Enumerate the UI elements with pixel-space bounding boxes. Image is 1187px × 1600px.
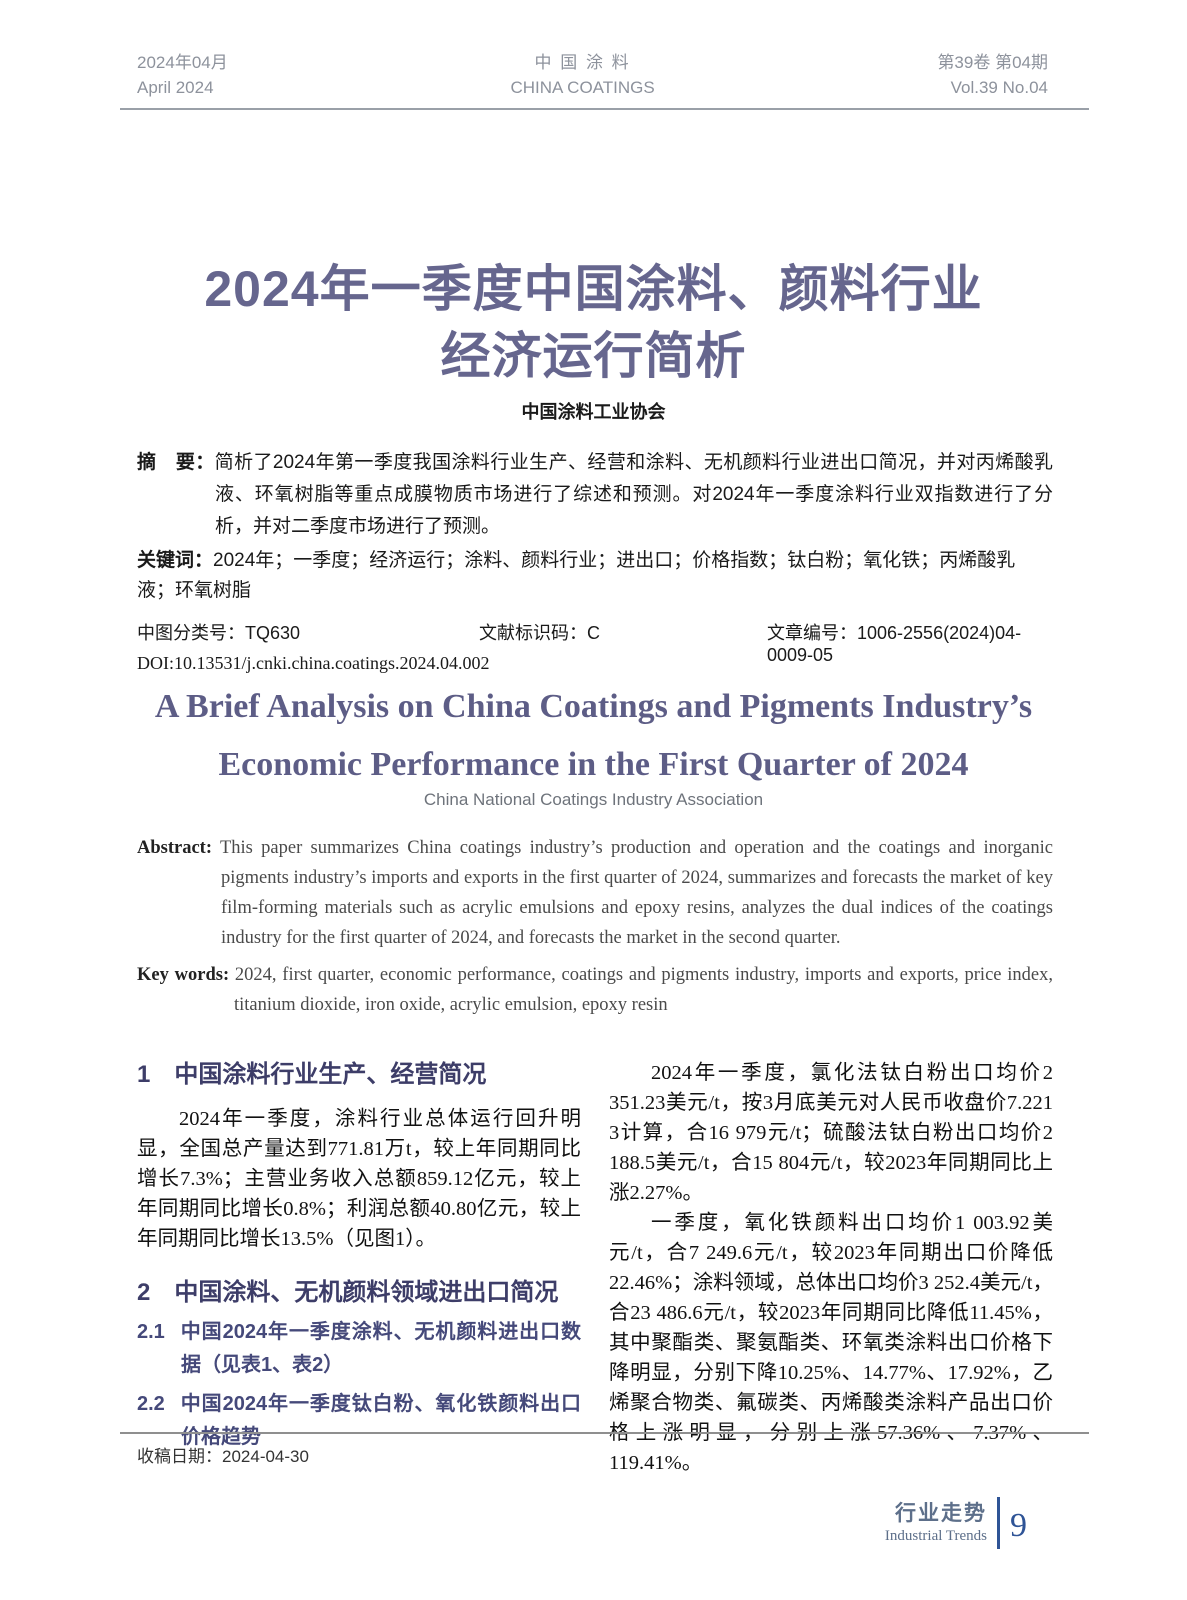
article-title-en-line2: Economic Performance in the First Quarte… (218, 746, 969, 783)
page-number: 9 (1010, 1507, 1027, 1544)
subsection-2-1-heading: 2.1 中国2024年一季度涂料、无机颜料进出口数据（见表1、表2） (137, 1316, 581, 1382)
meta-en: Abstract: This paper summarizes China co… (137, 833, 1053, 1020)
header-journal-name: 中 国 涂 料 CHINA COATINGS (510, 50, 654, 100)
right-column: 2024年一季度，氯化法钛白粉出口均价2 351.23美元/t，按3月底美元对人… (609, 1058, 1053, 1478)
received-date: 收稿日期：2024-04-30 (137, 1447, 309, 1466)
abstract-en-label: Abstract: (137, 838, 213, 858)
article-title-en-line1: A Brief Analysis on China Coatings and P… (154, 688, 1033, 725)
abstract-en-text: This paper summarizes China coatings ind… (219, 838, 1053, 948)
footer-column-en: Industrial Trends (884, 1528, 987, 1544)
header-date: 2024年04月 April 2024 (137, 50, 228, 100)
keywords-en-label: Key words: (137, 965, 230, 985)
author-en: China National Coatings Industry Associa… (423, 790, 764, 809)
keywords-cn: 关键词：2024年；一季度；经济运行；涂料、颜料行业；进出口；价格指数；钛白粉；… (137, 546, 1053, 606)
footer-divider-bar (997, 1497, 1000, 1549)
header-issue-cn: 第39卷 第04期 (937, 53, 1048, 72)
section-2-title: 中国涂料、无机颜料领域进出口简况 (174, 1279, 559, 1306)
section-1-title: 中国涂料行业生产、经营简况 (174, 1061, 487, 1088)
author-cn: 中国涂料工业协会 (521, 402, 666, 422)
keywords-en: Key words: 2024, first quarter, economic… (137, 960, 1053, 1020)
footer-column-cn: 行业走势 (895, 1502, 987, 1525)
document-code: 文献标识码：C (479, 623, 600, 643)
page-footer: 行业走势 Industrial Trends 9 (885, 1497, 1027, 1549)
abstract-cn-text: 简析了2024年第一季度我国涂料行业生产、经营和涂料、无机颜料行业进出口简况，并… (214, 452, 1053, 537)
section-1-paragraph: 2024年一季度，涂料行业总体运行回升明显，全国总产量达到771.81万t，较上… (137, 1108, 581, 1250)
subsection-2-1-title: 中国2024年一季度涂料、无机颜料进出口数据（见表1、表2） (179, 1321, 581, 1376)
subsection-2-2-number: 2.2 (137, 1393, 165, 1415)
article-title-en: A Brief Analysis on China Coatings and P… (0, 678, 1187, 794)
footnote-divider (120, 1432, 1089, 1434)
keywords-cn-label: 关键词： (137, 550, 214, 571)
article-title-cn: 2024年一季度中国涂料、颜料行业 经济运行简析 (0, 256, 1187, 390)
header-date-en: April 2024 (137, 78, 214, 97)
article-title-cn-line2: 经济运行简析 (440, 328, 747, 384)
section-1-number: 1 (137, 1061, 151, 1088)
header-issue-en: Vol.39 No.04 (950, 78, 1048, 97)
subsection-2-1-number: 2.1 (137, 1321, 165, 1343)
left-column: 1 中国涂料行业生产、经营简况 2024年一季度，涂料行业总体运行回升明显，全国总… (137, 1058, 581, 1478)
body-columns: 1 中国涂料行业生产、经营简况 2024年一季度，涂料行业总体运行回升明显，全国总… (137, 1058, 1053, 1478)
running-header: 2024年04月 April 2024 中 国 涂 料 CHINA COATIN… (137, 50, 1048, 100)
doi: DOI:10.13531/j.cnki.china.coatings.2024.… (137, 653, 490, 673)
abstract-en: Abstract: This paper summarizes China co… (137, 833, 1053, 953)
classification-row: 中图分类号：TQ630 文献标识码：C 文章编号：1006-2556(2024)… (137, 619, 1053, 665)
header-divider (120, 108, 1089, 110)
keywords-cn-text: 2024年；一季度；经济运行；涂料、颜料行业；进出口；价格指数；钛白粉；氧化铁；… (137, 550, 1016, 601)
abstract-cn: 摘 要：简析了2024年第一季度我国涂料行业生产、经营和涂料、无机颜料行业进出口… (137, 447, 1053, 543)
article-id: 文章编号：1006-2556(2024)04-0009-05 (767, 623, 1022, 665)
section-1-heading: 1 中国涂料行业生产、经营简况 (137, 1058, 581, 1092)
header-date-cn: 2024年04月 (137, 53, 228, 72)
clc-number: 中图分类号：TQ630 (137, 623, 301, 643)
subsection-2-2-title: 中国2024年一季度钛白粉、氧化铁颜料出口价格趋势 (179, 1393, 581, 1448)
right-paragraph-2: 一季度，氧化铁颜料出口均价1 003.92美元/t，合7 249.6元/t，较2… (609, 1212, 1053, 1474)
header-journal-name-en: CHINA COATINGS (510, 78, 655, 97)
header-journal-name-cn: 中 国 涂 料 (534, 53, 631, 72)
section-2-heading: 2 中国涂料、无机颜料领域进出口简况 (137, 1276, 581, 1310)
section-2-number: 2 (137, 1279, 151, 1306)
meta-cn: 摘 要：简析了2024年第一季度我国涂料行业生产、经营和涂料、无机颜料行业进出口… (137, 447, 1053, 674)
right-paragraph-1: 2024年一季度，氯化法钛白粉出口均价2 351.23美元/t，按3月底美元对人… (609, 1062, 1053, 1204)
subsection-2-2-heading: 2.2 中国2024年一季度钛白粉、氧化铁颜料出口价格趋势 (137, 1388, 581, 1454)
keywords-en-text: 2024, first quarter, economic performanc… (234, 965, 1054, 1015)
footer-column-labels: 行业走势 Industrial Trends (885, 1500, 997, 1546)
header-issue: 第39卷 第04期 Vol.39 No.04 (937, 50, 1048, 100)
article-title-cn-line1: 2024年一季度中国涂料、颜料行业 (204, 261, 983, 317)
abstract-cn-label: 摘 要： (137, 452, 215, 473)
